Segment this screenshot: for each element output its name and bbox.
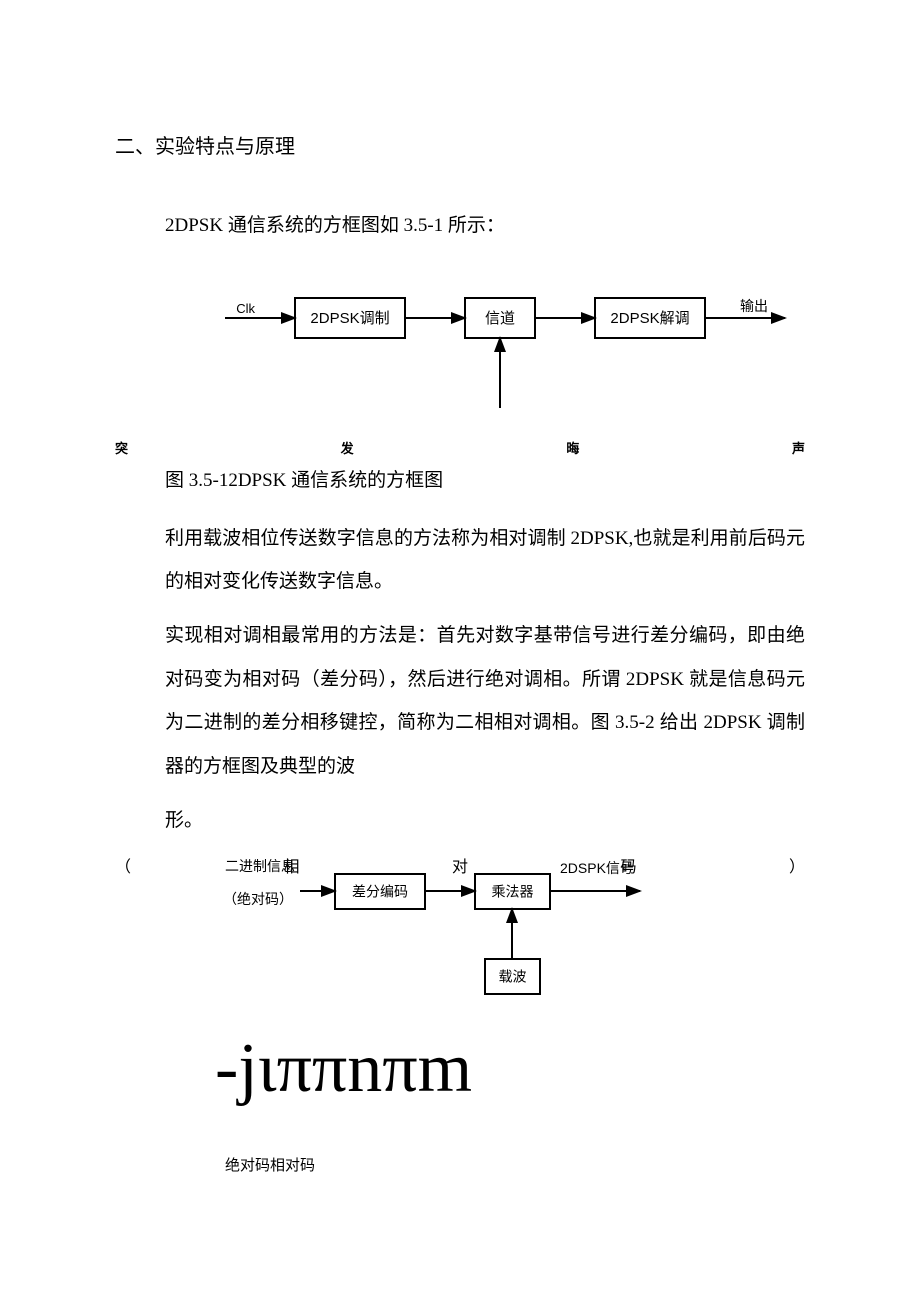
svg-text:2DPSK调制: 2DPSK调制	[310, 310, 389, 327]
intro-paragraph: 2DPSK 通信系统的方框图如 3.5-1 所示：	[165, 204, 805, 248]
section-heading: 二、实验特点与原理	[115, 130, 805, 159]
diagram1-svg: 2DPSK调制 信道 2DPSK解调 Clk 输出	[165, 278, 805, 413]
svg-text:载波: 载波	[499, 968, 527, 984]
svg-text:二进制信息: 二进制信息	[225, 859, 295, 874]
rel-char: ）	[789, 853, 805, 877]
svg-text:信道: 信道	[485, 310, 515, 327]
paragraph-3: 形。	[165, 799, 805, 843]
svg-text:Clk: Clk	[236, 301, 255, 316]
paragraph-1: 利用载波相位传送数字信息的方法称为相对调制 2DPSK,也就是利用前后码元的相对…	[165, 517, 805, 604]
noise-char: 突	[115, 438, 128, 457]
noise-char: 发	[341, 438, 354, 457]
formula-text: -jιππnπm	[215, 1034, 805, 1104]
figure-caption-1: 图 3.5-12DPSK 通信系统的方框图	[165, 465, 805, 492]
diagram2-svg: 差分编码 乘法器载波 二进制信息 （绝对码） 2DSPK信号	[165, 859, 655, 1004]
document-page: 二、实验特点与原理 2DPSK 通信系统的方框图如 3.5-1 所示： 2DPS…	[0, 0, 920, 1235]
diagram-2-section: （ 相 对 码 ） 差分编码乘法器载波二进制信息（绝对码）2DSPK信号	[115, 853, 805, 1009]
svg-text:2DPSK解调: 2DPSK解调	[610, 310, 689, 327]
svg-text:输出: 输出	[740, 298, 768, 314]
svg-text:差分编码: 差分编码	[352, 883, 408, 899]
code-label: 绝对码相对码	[225, 1154, 805, 1175]
block-diagram-2: 差分编码 乘法器载波 二进制信息 （绝对码） 2DSPK信号	[165, 859, 805, 1009]
block-diagram-1: 2DPSK调制 信道 2DPSK解调 Clk 输出	[165, 278, 805, 418]
noise-char: 声	[792, 438, 805, 457]
rel-char: （	[115, 853, 131, 877]
noise-char: 晦	[566, 438, 579, 457]
noise-label-row: 突 发 晦 声	[115, 438, 805, 457]
paragraph-2: 实现相对调相最常用的方法是：首先对数字基带信号进行差分编码，即由绝对码变为相对码…	[165, 614, 805, 789]
svg-text:乘法器: 乘法器	[492, 883, 534, 899]
svg-text:2DSPK信号: 2DSPK信号	[560, 860, 634, 876]
intro-text: 2DPSK 通信系统的方框图如 3.5-1 所示：	[165, 215, 505, 236]
svg-text:（绝对码）: （绝对码）	[223, 891, 293, 907]
